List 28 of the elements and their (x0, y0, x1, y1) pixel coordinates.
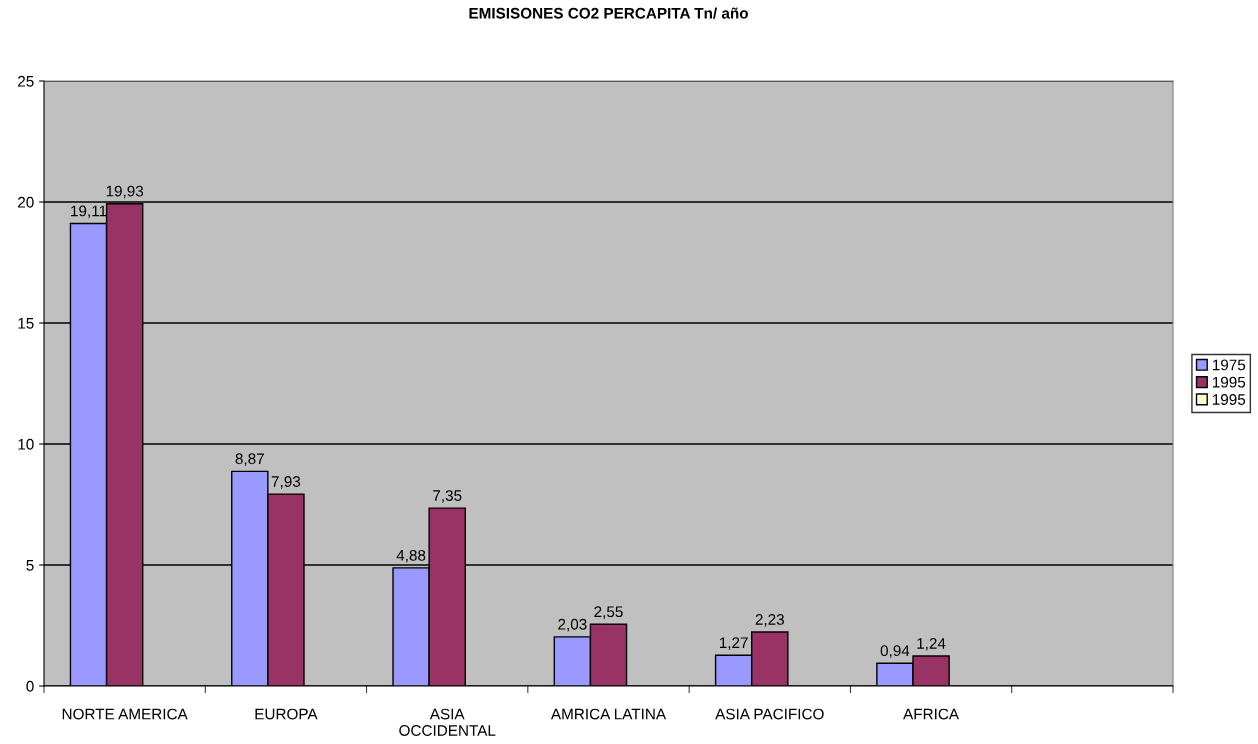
data-label: 8,87 (235, 453, 264, 466)
legend-label: 1995 (1212, 394, 1246, 405)
data-label: 2,55 (594, 606, 623, 619)
data-label: 1,27 (719, 637, 748, 650)
data-label: 4,88 (396, 549, 426, 563)
data-label: 19,11 (71, 205, 107, 219)
y-tick-label: 0 (26, 680, 34, 692)
data-label: 1,24 (917, 637, 946, 651)
y-tick-label: 20 (18, 196, 34, 208)
x-tick-label: EUROPA (255, 708, 318, 720)
data-label: 19,93 (106, 185, 144, 199)
x-tick-label: ASIA OCCIDENTAL (399, 708, 496, 736)
legend-label: 1975 (1212, 359, 1246, 371)
legend-label: 1995 (1212, 376, 1246, 388)
x-tick-label: AMRICA LATINA (550, 708, 667, 720)
data-label: 7,35 (433, 490, 462, 503)
data-label: 0,94 (880, 645, 910, 658)
y-tick-label: 5 (26, 560, 34, 571)
data-label: 2,23 (755, 614, 784, 627)
y-tick-label: 25 (18, 75, 34, 87)
x-tick-label: ASIA PACIFICO (715, 708, 824, 720)
y-tick-label: 15 (18, 318, 34, 329)
x-tick-label: NORTE AMERICA (62, 708, 188, 720)
data-label: 2,03 (558, 618, 587, 632)
chart-title: EMISISONES CO2 PERCAPITA Tn/ año (469, 7, 748, 19)
x-tick-label: AFRICA (903, 708, 960, 720)
y-tick-label: 10 (18, 438, 34, 450)
data-label: 7,93 (271, 476, 301, 489)
